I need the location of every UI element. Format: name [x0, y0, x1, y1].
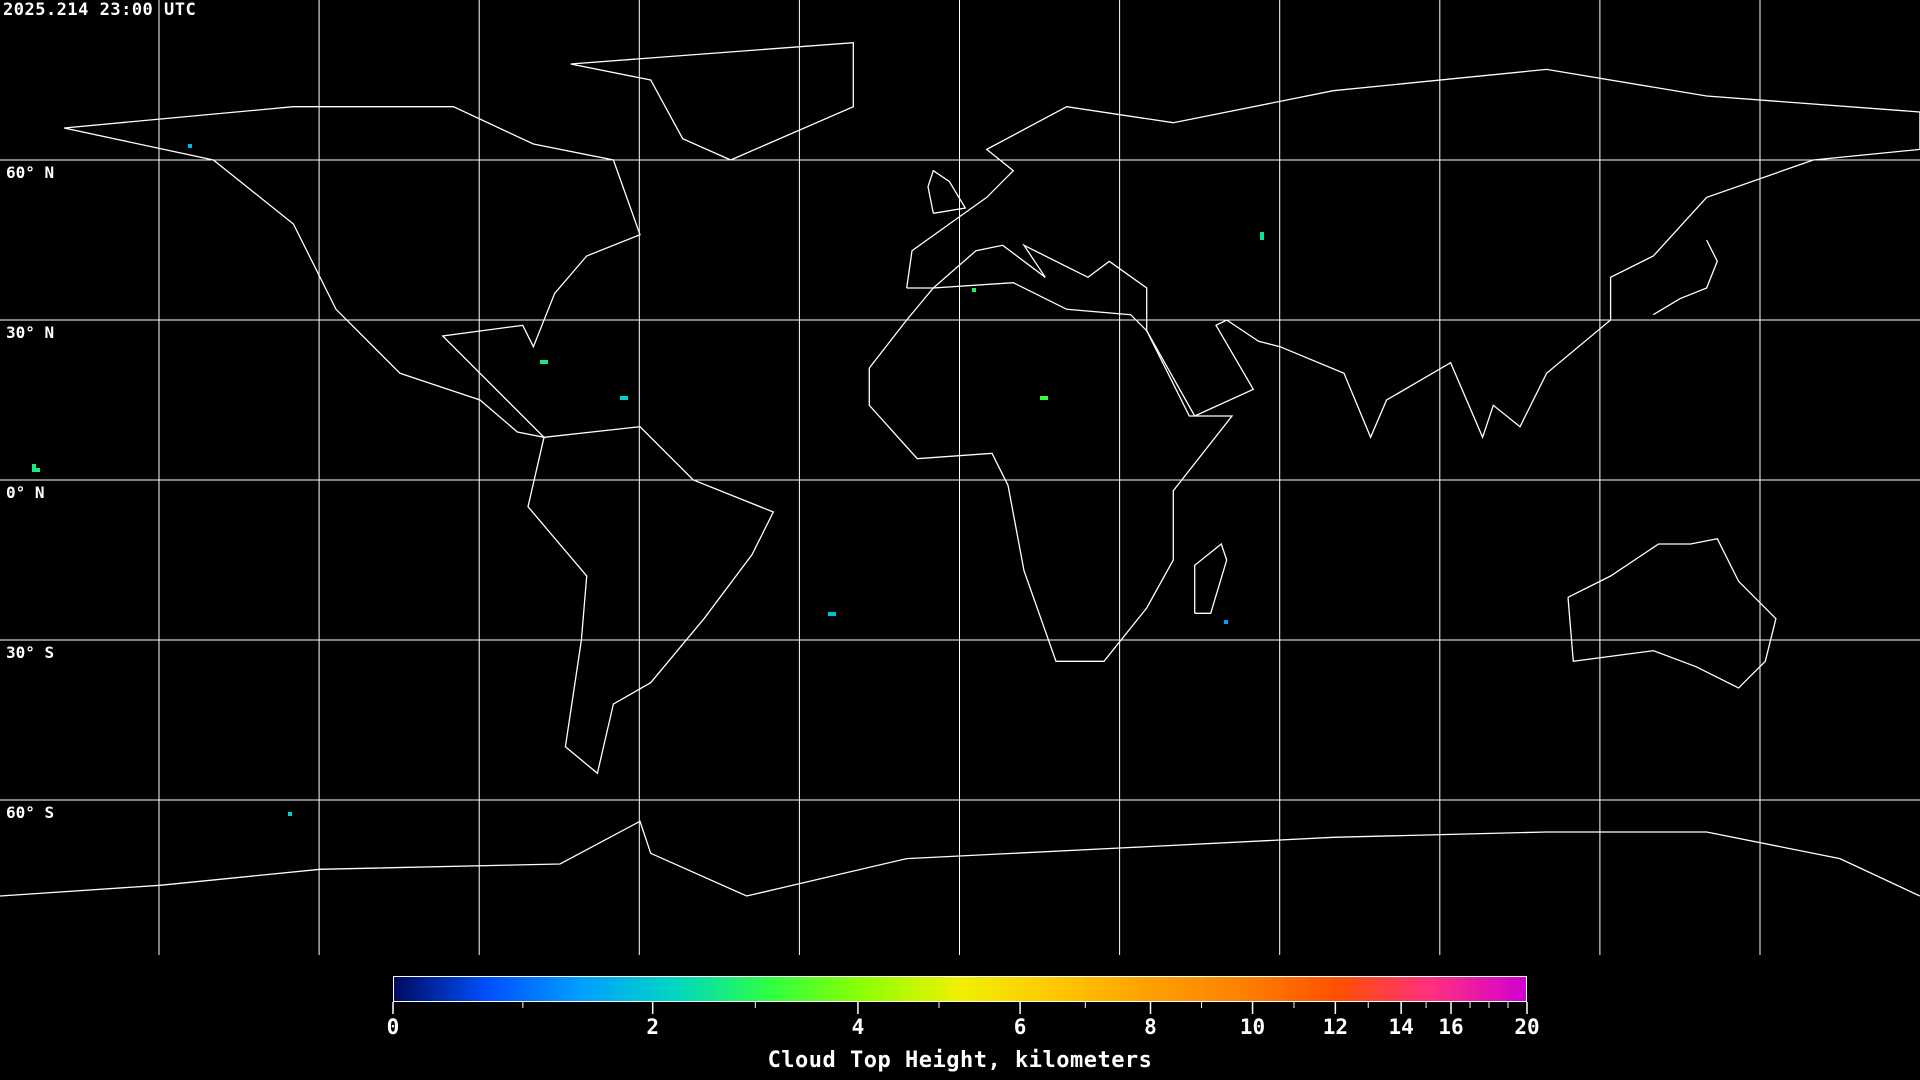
timestamp-label: 2025.214 23:00 UTC	[3, 0, 197, 20]
colorbar-tick-label: 0	[386, 1015, 400, 1039]
colorbar-tick-label: 8	[1144, 1015, 1157, 1039]
colorbar-tick-label: 12	[1322, 1015, 1348, 1039]
coastline-africa	[868, 282, 1234, 662]
graticule	[0, 0, 1920, 955]
colorbar-tick-label: 2	[646, 1015, 659, 1039]
colorbar-tick-label: 20	[1514, 1015, 1540, 1039]
colorbar-title: Cloud Top Height, kilometers	[767, 1048, 1153, 1073]
coastline-japan	[1652, 239, 1719, 316]
lat-label-30n: 30° N	[6, 323, 55, 342]
colorbar-tick-label: 10	[1239, 1015, 1266, 1039]
colorbar	[393, 976, 1527, 1002]
lat-label-60s: 60° S	[6, 803, 55, 822]
coastline-australia	[1567, 537, 1777, 689]
coastline-antarctica	[0, 820, 1920, 897]
lat-label-0n: 0° N	[6, 483, 45, 502]
coastline-greenland	[570, 41, 854, 161]
coastline-south-america	[527, 426, 775, 775]
colorbar-tick-label: 14	[1388, 1015, 1414, 1039]
lat-label-60n: 60° N	[6, 163, 55, 182]
cloud-top-height-map: 2025.214 23:00 UTC 60° N 30° N 0° N 30° …	[0, 0, 1920, 960]
colorbar-tick-label: 4	[851, 1015, 865, 1039]
coastline-eurasia	[906, 68, 1920, 440]
colorbar-tick-label: 16	[1438, 1015, 1464, 1039]
coastline-north-america	[63, 106, 641, 439]
map-overlay	[0, 0, 1920, 955]
colorbar-tick-label: 6	[1013, 1015, 1027, 1039]
coastline-madagascar	[1194, 542, 1228, 614]
lat-label-30s: 30° S	[6, 643, 55, 662]
